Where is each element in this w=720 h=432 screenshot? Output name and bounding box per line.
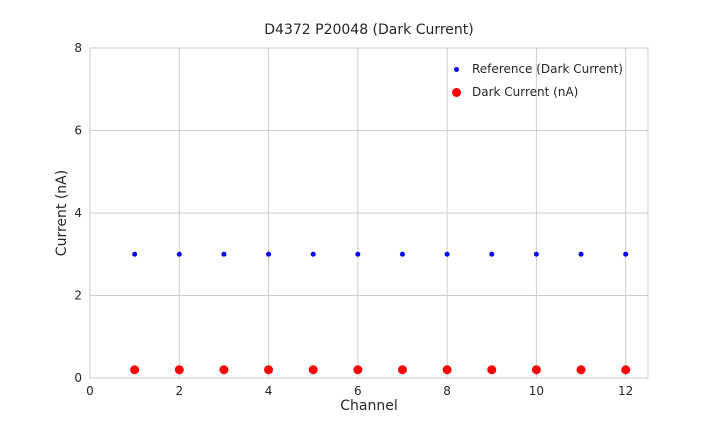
data-point-dark-current <box>576 365 586 375</box>
data-point-dark-current <box>621 365 631 375</box>
data-point-reference <box>176 251 182 257</box>
data-point-dark-current <box>531 365 541 375</box>
data-point-dark-current <box>308 365 318 375</box>
legend-label-reference: Reference (Dark Current) <box>472 62 623 76</box>
x-tick-label: 6 <box>354 384 362 398</box>
legend-marker-box <box>448 87 464 97</box>
data-point-reference <box>578 251 584 257</box>
y-tick-label: 8 <box>74 41 82 55</box>
data-point-reference <box>533 251 539 257</box>
data-point-reference <box>623 251 629 257</box>
x-tick-label: 10 <box>529 384 544 398</box>
legend-item-reference: Reference (Dark Current) <box>448 60 623 78</box>
legend-marker-box <box>448 66 464 72</box>
y-tick-label: 4 <box>74 206 82 220</box>
data-point-reference <box>221 251 227 257</box>
x-tick-label: 12 <box>618 384 633 398</box>
data-point-reference <box>444 251 450 257</box>
data-point-dark-current <box>174 365 184 375</box>
chart-title: D4372 P20048 (Dark Current) <box>264 22 474 38</box>
x-tick-label: 0 <box>86 384 94 398</box>
data-point-reference <box>399 251 405 257</box>
x-tick-label: 2 <box>175 384 183 398</box>
dark-current-marker-icon <box>451 87 461 97</box>
legend: Reference (Dark Current) Dark Current (n… <box>448 60 623 101</box>
legend-label-dark-current: Dark Current (nA) <box>472 85 579 99</box>
x-axis-label: Channel <box>340 398 398 414</box>
y-tick-label: 2 <box>74 289 82 303</box>
data-point-dark-current <box>442 365 452 375</box>
data-point-dark-current <box>219 365 229 375</box>
y-tick-label: 6 <box>74 124 82 138</box>
data-point-reference <box>266 251 272 257</box>
data-point-dark-current <box>397 365 407 375</box>
data-point-reference <box>132 251 138 257</box>
data-point-reference <box>310 251 316 257</box>
data-point-dark-current <box>487 365 497 375</box>
reference-marker-icon <box>453 66 459 72</box>
data-point-dark-current <box>264 365 274 375</box>
y-tick-label: 0 <box>74 371 82 385</box>
x-tick-label: 4 <box>265 384 273 398</box>
data-point-reference <box>355 251 361 257</box>
plot-border <box>89 47 649 379</box>
legend-item-dark-current: Dark Current (nA) <box>448 83 623 101</box>
data-point-dark-current <box>353 365 363 375</box>
data-point-dark-current <box>130 365 140 375</box>
data-point-reference <box>489 251 495 257</box>
x-tick-label: 8 <box>443 384 451 398</box>
